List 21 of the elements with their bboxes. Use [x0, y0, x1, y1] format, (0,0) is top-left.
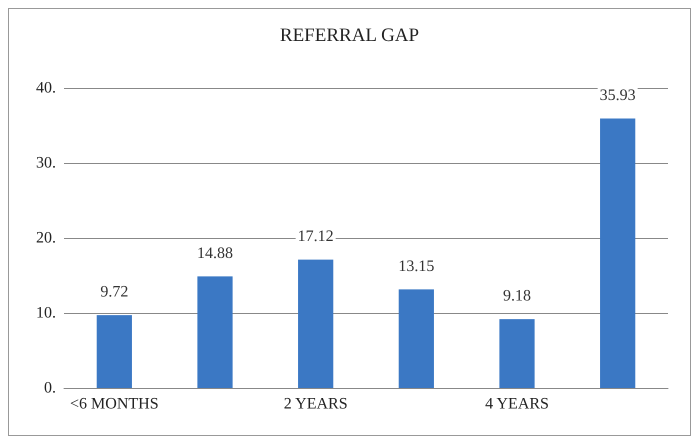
data-label: 13.15: [398, 258, 434, 275]
data-label: 35.93: [600, 87, 636, 104]
y-tick-label: 10.: [36, 304, 56, 322]
y-tick-label: 30.: [36, 154, 56, 172]
data-label: 9.72: [100, 284, 128, 301]
bar: [197, 276, 233, 388]
y-tick-label: 20.: [36, 230, 56, 246]
bar: [298, 260, 334, 388]
x-tick-label: <6 MONTHS: [70, 396, 159, 412]
chart-title: REFERRAL GAP: [280, 25, 420, 46]
y-tick-label: 40.: [36, 80, 56, 96]
bar: [600, 118, 636, 388]
data-label: 9.18: [503, 288, 531, 305]
x-tick-label: 2 YEARS: [284, 396, 348, 412]
data-label: 14.88: [197, 244, 233, 262]
bar: [398, 289, 434, 388]
data-label: 17.12: [298, 228, 334, 246]
bar: [499, 319, 535, 388]
x-tick-label: 4 YEARS: [485, 396, 549, 412]
y-tick-label: 0.: [44, 380, 56, 396]
bar: [96, 315, 132, 388]
